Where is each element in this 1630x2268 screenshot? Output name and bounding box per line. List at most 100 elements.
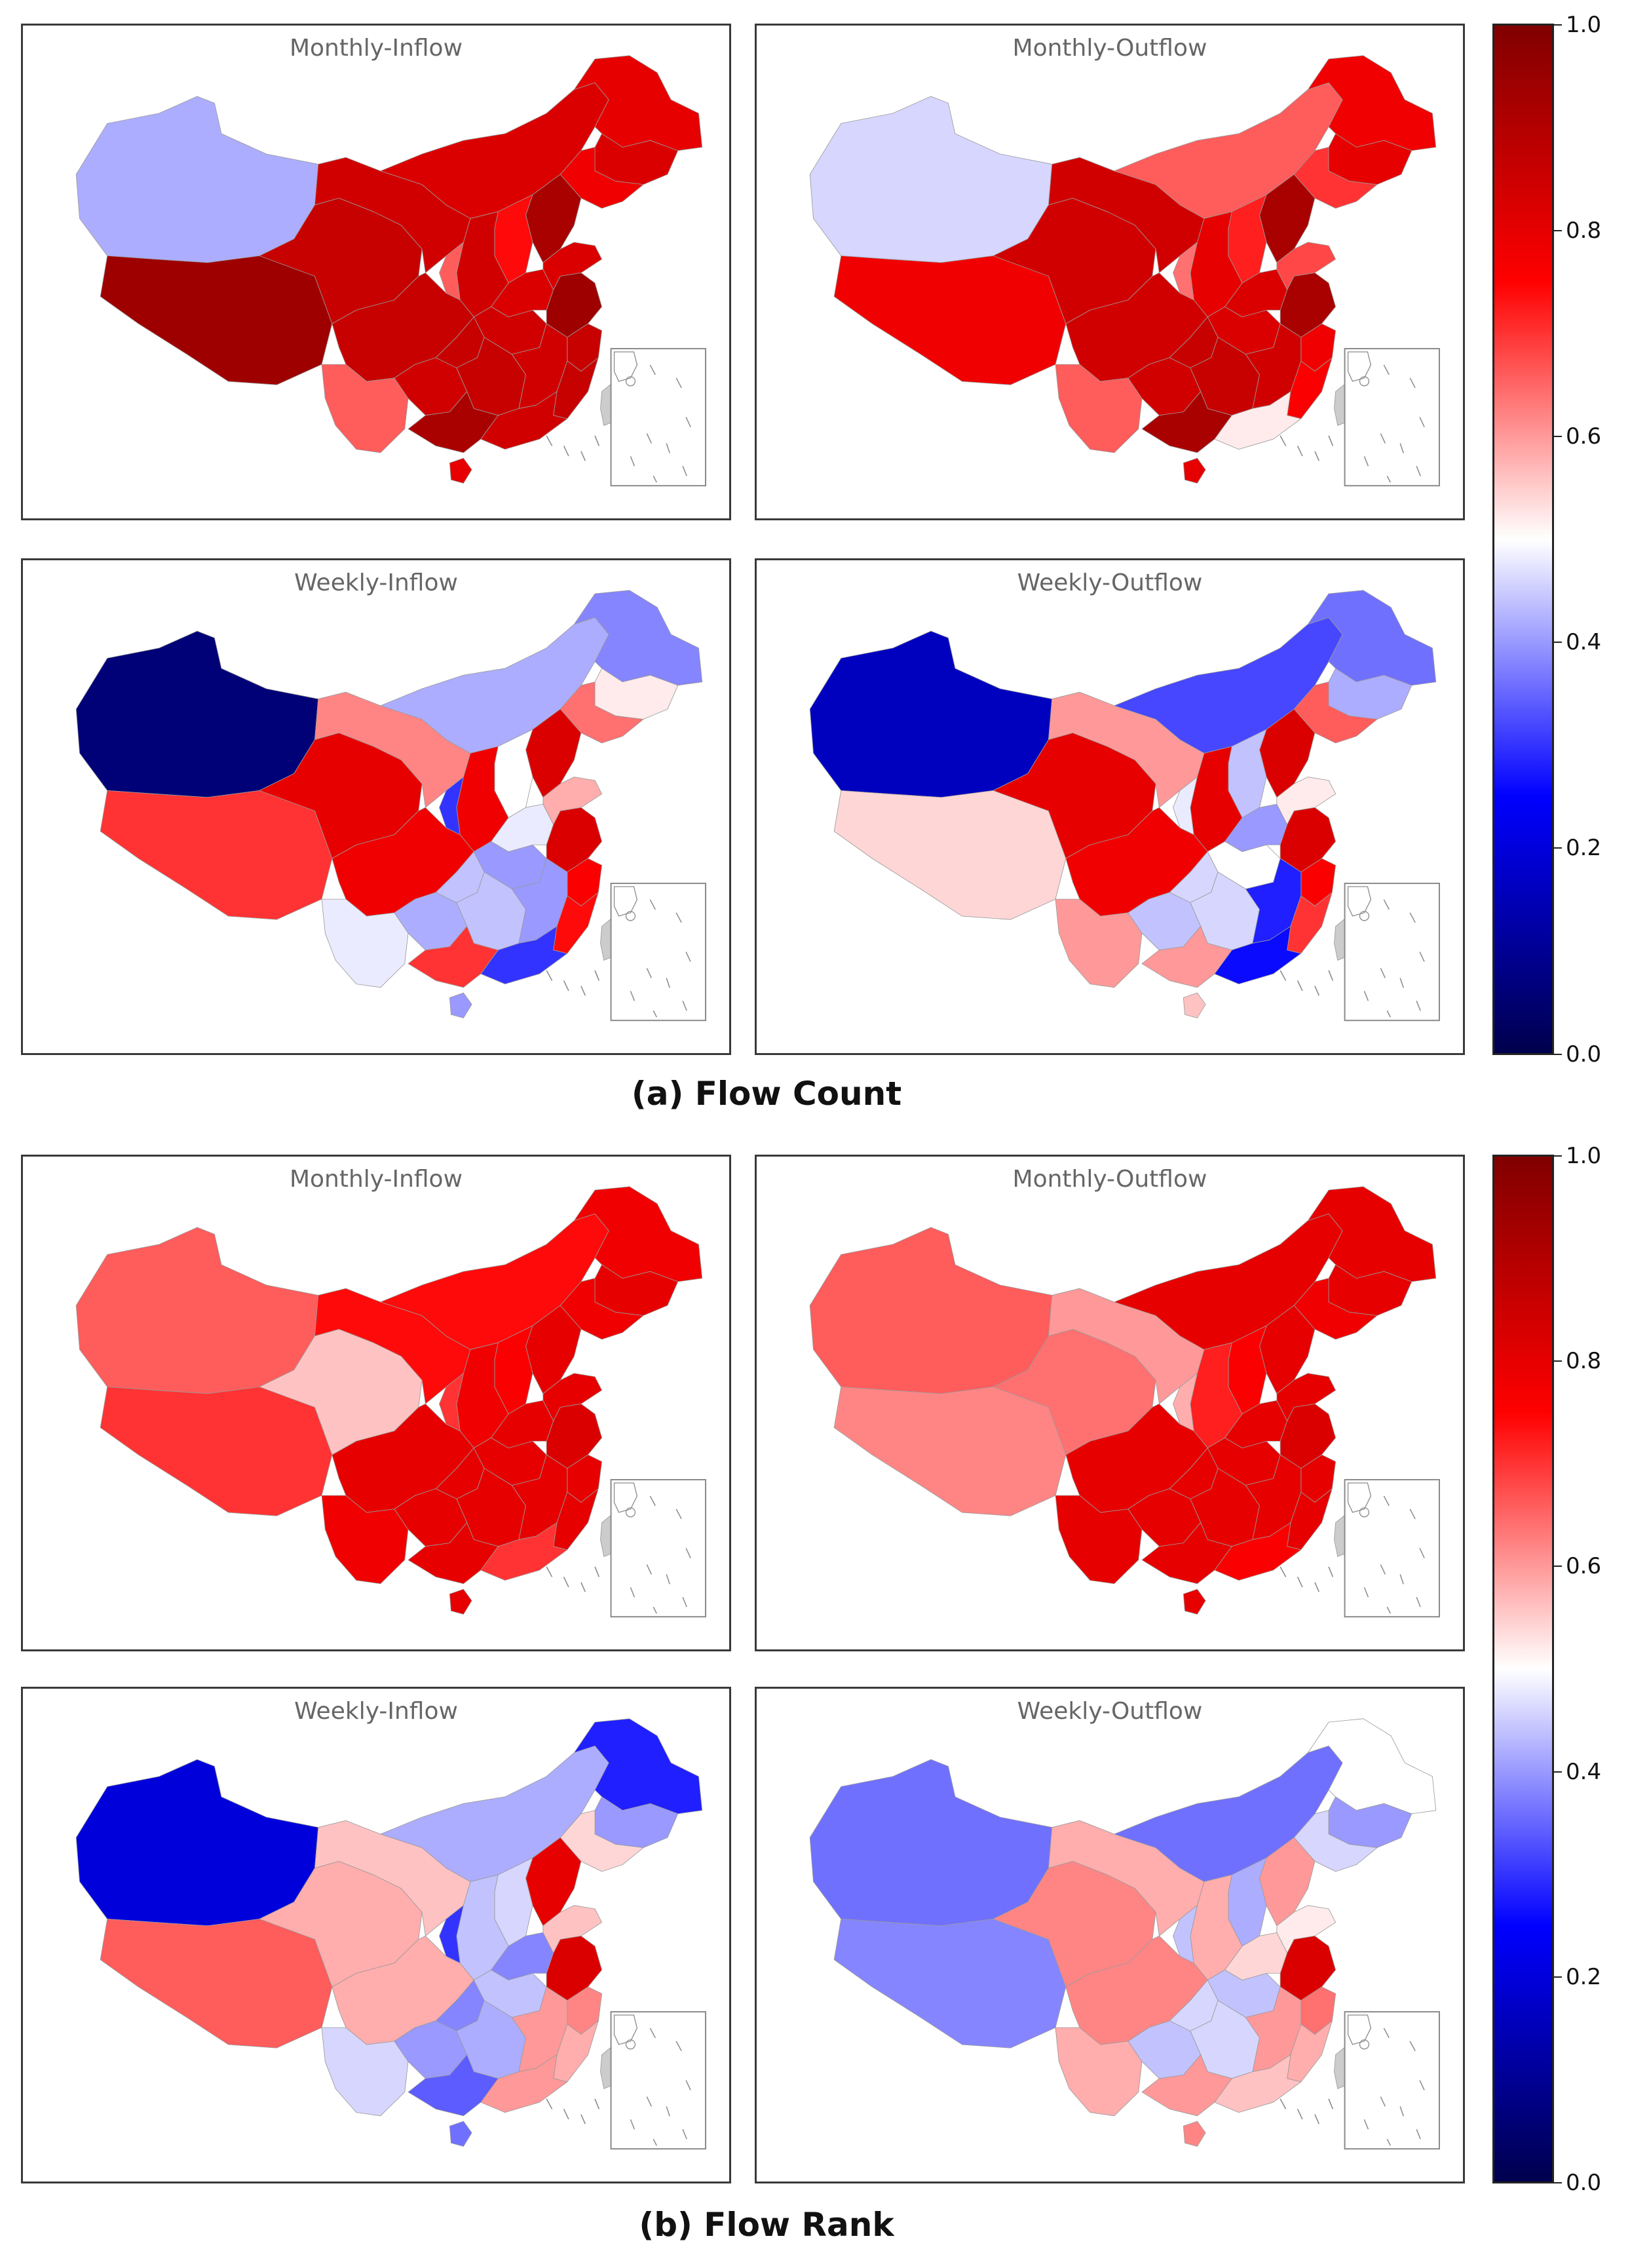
south-china-sea-inset <box>610 883 706 1022</box>
region-shandong <box>1276 1373 1336 1421</box>
region-yunnan <box>321 1495 409 1585</box>
nine-dash-line-segment <box>675 1509 682 1520</box>
region-xinjiang <box>75 630 319 798</box>
nine-dash-line-segment <box>1386 1606 1391 1614</box>
island-mark <box>546 2098 553 2109</box>
colorbar-tick-label: 0.6 <box>1566 1553 1602 1580</box>
region-hainan <box>449 1588 472 1615</box>
island-mark <box>1279 2098 1287 2109</box>
panel-title: Weekly-Outflow <box>1017 569 1203 596</box>
region-hainan <box>1183 457 1206 484</box>
map-panel: Monthly-Inflow <box>21 1155 731 1651</box>
island-mark <box>1279 970 1287 981</box>
panel-title: Weekly-Outflow <box>1017 1698 1203 1725</box>
region-hainan <box>449 2121 472 2147</box>
china-map <box>809 1718 1440 2150</box>
nine-dash-line-segment <box>646 968 653 978</box>
region-tibet <box>833 1905 1067 2048</box>
nine-dash-line-segment <box>1409 1509 1416 1520</box>
nine-dash-line-segment <box>685 417 691 427</box>
region-hainan <box>1183 1588 1206 1615</box>
island-mark <box>1297 980 1303 991</box>
nine-dash-line-segment <box>630 2119 635 2130</box>
region-yunnan <box>321 2027 409 2117</box>
nine-dash-line-segment <box>1363 2119 1369 2130</box>
colorbar-tick-label: 0.4 <box>1566 1758 1602 1785</box>
china-map <box>75 1186 706 1618</box>
nine-dash-line-segment <box>685 1548 691 1558</box>
region-yunnan <box>1055 898 1143 988</box>
south-china-sea-inset <box>1344 2011 1440 2150</box>
colorbar-tick <box>1554 1053 1562 1055</box>
nine-dash-line-segment <box>1363 456 1369 467</box>
china-map <box>809 1186 1440 1618</box>
map-panel: Weekly-Inflow <box>21 1687 731 2183</box>
island-mark <box>594 1566 600 1577</box>
island-mark <box>580 986 586 996</box>
region-xinjiang <box>809 630 1053 798</box>
region-tibet <box>100 777 333 920</box>
map-panel: Monthly-Outflow <box>755 1155 1465 1651</box>
region-guangxi <box>407 2054 499 2117</box>
nine-dash-line-segment <box>1409 912 1416 923</box>
region-guangdong <box>1214 391 1302 450</box>
colorbar-tick <box>1554 847 1562 849</box>
colorbar-tick-label: 0.2 <box>1566 1964 1602 1991</box>
map-panel: Monthly-Outflow <box>755 24 1465 520</box>
region-guangdong <box>480 1522 568 1581</box>
island-mark <box>594 2098 600 2109</box>
region-tibet <box>100 1373 333 1516</box>
colorbar-tick <box>1554 1566 1562 1567</box>
nine-dash-line-segment <box>1399 978 1404 988</box>
nine-dash-line-segment <box>682 466 687 476</box>
region-xinjiang <box>809 1759 1053 1927</box>
nine-dash-line-segment <box>1419 417 1425 427</box>
nine-dash-line-segment <box>1409 2041 1416 2052</box>
map-panel: Weekly-Outflow <box>755 1687 1465 2183</box>
region-shandong <box>542 242 603 290</box>
nine-dash-line-segment <box>675 912 682 923</box>
colorbar-tick <box>1554 642 1562 644</box>
region-shandong <box>542 777 603 825</box>
panel-title: Monthly-Inflow <box>289 1166 463 1193</box>
map-panel: Weekly-Inflow <box>21 558 731 1055</box>
nine-dash-line-segment <box>646 1564 653 1575</box>
region-guangdong <box>1214 1522 1302 1581</box>
south-china-sea-inset <box>610 2011 706 2150</box>
region-yunnan <box>321 898 409 988</box>
section-caption: (a) Flow Count <box>631 1075 902 1113</box>
panel-title: Monthly-Outflow <box>1012 1166 1207 1193</box>
region-shandong <box>1276 1905 1336 1953</box>
panel-title: Monthly-Inflow <box>289 35 463 62</box>
colorbar-tick-label: 0.8 <box>1566 217 1602 244</box>
nine-dash-line-segment <box>1416 1597 1421 1607</box>
nine-dash-line-segment <box>1383 1495 1390 1507</box>
region-guangxi <box>1141 2054 1232 2117</box>
island-mark <box>1279 1566 1287 1577</box>
panel-title: Weekly-Inflow <box>294 1698 458 1725</box>
map-panel: Monthly-Inflow <box>21 24 731 520</box>
colorbar-tick-label: 0.8 <box>1566 1347 1602 1374</box>
panel-title: Weekly-Inflow <box>294 569 458 596</box>
colorbar-gradient <box>1492 1155 1554 2183</box>
nine-dash-line-segment <box>649 1495 656 1507</box>
nine-dash-line-segment <box>1419 1548 1425 1558</box>
nine-dash-line-segment <box>682 1597 687 1607</box>
nine-dash-line-segment <box>1386 475 1391 483</box>
island-mark <box>594 435 600 446</box>
island-mark <box>1328 435 1334 446</box>
island-mark <box>1297 1577 1303 1588</box>
region-xinjiang <box>809 96 1053 263</box>
island-mark <box>594 970 600 981</box>
nine-dash-line-segment <box>666 978 670 988</box>
region-guangdong <box>480 926 568 985</box>
colorbar-tick-label: 0.6 <box>1566 423 1602 450</box>
south-china-sea-inset <box>610 348 706 487</box>
region-shandong <box>542 1905 603 1953</box>
region-yunnan <box>321 364 409 453</box>
region-guangdong <box>1214 926 1302 985</box>
china-map <box>809 55 1440 487</box>
region-guangxi <box>1141 391 1232 453</box>
nine-dash-line-segment <box>653 2138 657 2146</box>
colorbar-tick <box>1554 24 1562 26</box>
